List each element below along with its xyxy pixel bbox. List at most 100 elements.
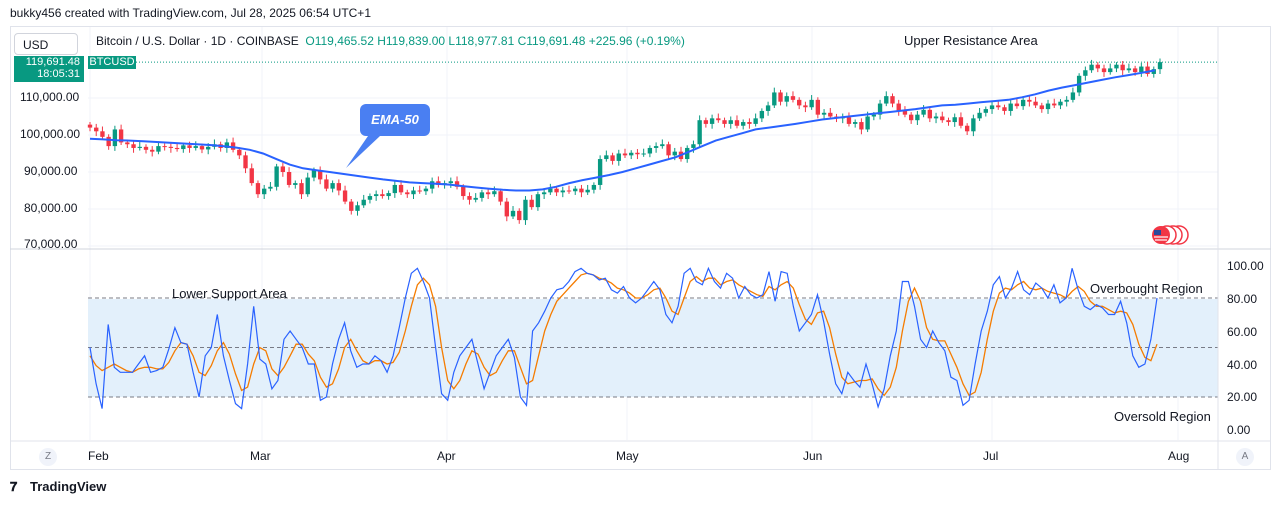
overbought-label: Overbought Region (1090, 281, 1203, 296)
candle-body (305, 177, 310, 195)
candle-body (1052, 103, 1057, 106)
candle-body (405, 192, 410, 195)
price-tick: 110,000.00 (20, 90, 80, 104)
candle-body (355, 205, 360, 211)
candle-body (635, 152, 640, 155)
candle-body (156, 146, 161, 152)
candle-body (666, 144, 671, 156)
candle-body (989, 105, 995, 110)
candle-body (87, 124, 93, 128)
candle-body (728, 120, 733, 124)
candle-body (597, 159, 603, 185)
candle-body (548, 188, 553, 193)
candle-body (100, 131, 105, 137)
candle-body (423, 188, 429, 192)
lower-support-label: Lower Support Area (172, 286, 287, 301)
candle-body (1139, 66, 1144, 73)
candle-body (716, 118, 721, 121)
candle-body (660, 144, 665, 147)
candle-body (616, 153, 621, 161)
ema-callout: EMA-50 (360, 104, 430, 136)
tradingview-logo: 𝟕 TradingView (10, 479, 107, 494)
time-tick: May (616, 449, 639, 463)
candle-body (871, 114, 877, 117)
time-tick: Jun (803, 449, 823, 463)
candle-body (274, 166, 279, 187)
candle-body (523, 199, 528, 221)
candle-body (1014, 103, 1020, 107)
candle-body (709, 118, 715, 124)
price-tick: 70,000.00 (24, 237, 78, 251)
time-tick: Jul (983, 449, 999, 463)
ema-50-line (89, 69, 1156, 192)
currency-button[interactable]: USD (14, 33, 78, 55)
stoch-levels (88, 297, 1218, 398)
candle-body (784, 96, 789, 102)
candle-body (815, 99, 821, 115)
candle-body (778, 92, 783, 102)
candle-body (952, 117, 957, 123)
candle-body (703, 120, 709, 124)
candle-body (1120, 64, 1125, 71)
candle-body (1101, 68, 1107, 73)
candle-body (940, 116, 945, 121)
time-tick: Aug (1168, 449, 1190, 463)
candle-body (461, 186, 466, 197)
candle-body (741, 122, 746, 126)
candle-body (106, 136, 111, 147)
candle-body (1027, 99, 1032, 102)
candle-body (1064, 99, 1069, 102)
candle-body (174, 147, 180, 150)
candle-body (1157, 62, 1163, 70)
candle-body (809, 99, 814, 108)
tradingview-logo-icon: 𝟕 (10, 479, 18, 494)
candle-body (367, 196, 373, 200)
candle-body (492, 191, 497, 195)
candle-body (890, 96, 895, 104)
candle-body (964, 125, 970, 132)
candle-body (884, 96, 889, 104)
candle-body (206, 146, 211, 150)
candle-body (797, 99, 802, 106)
candle-body (697, 120, 702, 145)
stoch-tick: 80.00 (1227, 292, 1258, 306)
candle-body (759, 110, 765, 119)
stoch-tick: 20.00 (1227, 390, 1258, 404)
candle-body (299, 183, 304, 195)
candle-body (647, 147, 653, 154)
watermark-header: bukky456 created with TradingView.com, J… (10, 6, 371, 20)
symbol-legend[interactable]: Bitcoin / U.S. Dollar · 1D · COINBASE O1… (96, 34, 685, 48)
candle-body (529, 199, 534, 208)
candle-body (386, 193, 391, 197)
candle-body (143, 146, 149, 150)
candle-body (243, 155, 248, 169)
candle-body (330, 183, 335, 189)
auto-scale-icon[interactable]: A (1236, 448, 1254, 466)
last-price-label: 119,691.48 18:05:31 (14, 56, 84, 82)
candle-body (1132, 68, 1138, 73)
candle-body (958, 117, 964, 126)
candle-body (585, 189, 590, 193)
candle-body (622, 153, 628, 156)
candle-body (535, 194, 541, 208)
candle-body (473, 197, 478, 200)
candle-body (510, 210, 516, 217)
candle-body (629, 152, 634, 156)
zoom-toggle-icon[interactable]: Z (39, 448, 57, 466)
candle-body (162, 146, 167, 148)
candle-body (112, 129, 118, 147)
candle-body (927, 109, 933, 119)
time-tick: Feb (88, 449, 109, 463)
candle-body (131, 144, 136, 148)
candle-body (765, 105, 771, 111)
candle-body (772, 92, 777, 106)
stoch-tick: 60.00 (1227, 325, 1258, 339)
candle-body (560, 190, 565, 193)
candle-body (311, 170, 317, 178)
candle-body (790, 96, 796, 100)
candle-body (125, 142, 130, 145)
us-flag-events-icon[interactable] (1150, 224, 1190, 246)
time-tick: Apr (437, 449, 456, 463)
candle-body (342, 190, 348, 202)
